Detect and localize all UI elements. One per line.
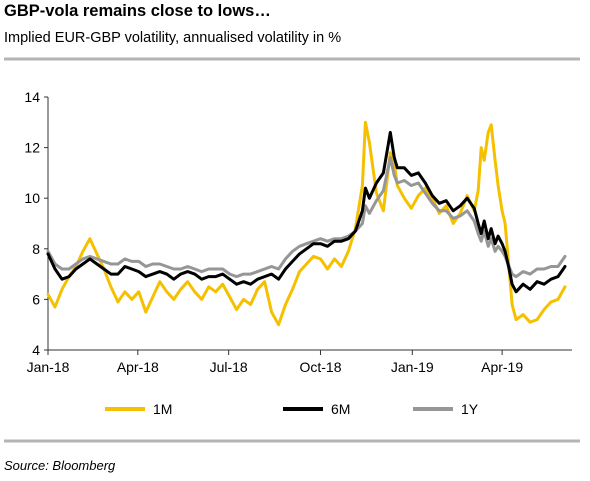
series-line-1y bbox=[46, 156, 567, 279]
legend-label-1m: 1M bbox=[153, 401, 172, 417]
x-tick-label: Apr-18 bbox=[117, 359, 159, 375]
source-note: Source: Bloomberg bbox=[4, 458, 116, 473]
y-tick-label: 12 bbox=[24, 140, 40, 156]
chart-subtitle: Implied EUR-GBP volatility, annualised v… bbox=[4, 30, 342, 46]
y-tick-label: 10 bbox=[24, 190, 40, 206]
x-tick-label: Jul-18 bbox=[210, 359, 248, 375]
legend-label-1y: 1Y bbox=[461, 401, 479, 417]
y-tick-label: 8 bbox=[32, 241, 40, 257]
y-tick-label: 4 bbox=[32, 342, 40, 358]
legend-label-6m: 6M bbox=[331, 401, 350, 417]
y-tick-label: 6 bbox=[32, 291, 40, 307]
chart-title: GBP-vola remains close to lows… bbox=[4, 2, 271, 20]
series-layer bbox=[46, 120, 567, 327]
y-tick-label: 14 bbox=[24, 89, 40, 105]
x-tick-label: Jan-19 bbox=[391, 359, 434, 375]
x-tick-label: Apr-19 bbox=[481, 359, 523, 375]
x-tick-label: Oct-18 bbox=[299, 359, 341, 375]
chart-axes: 4 6 8 10 12 14 Jan-18 Apr-18 Jul-18 Oct-18 Jan-19 A… bbox=[24, 89, 572, 375]
x-tick-label: Jan-18 bbox=[27, 359, 70, 375]
series-line-6m bbox=[46, 130, 567, 294]
series-line-1m bbox=[46, 120, 567, 327]
chart-legend: 1M 6M 1Y bbox=[105, 401, 479, 417]
